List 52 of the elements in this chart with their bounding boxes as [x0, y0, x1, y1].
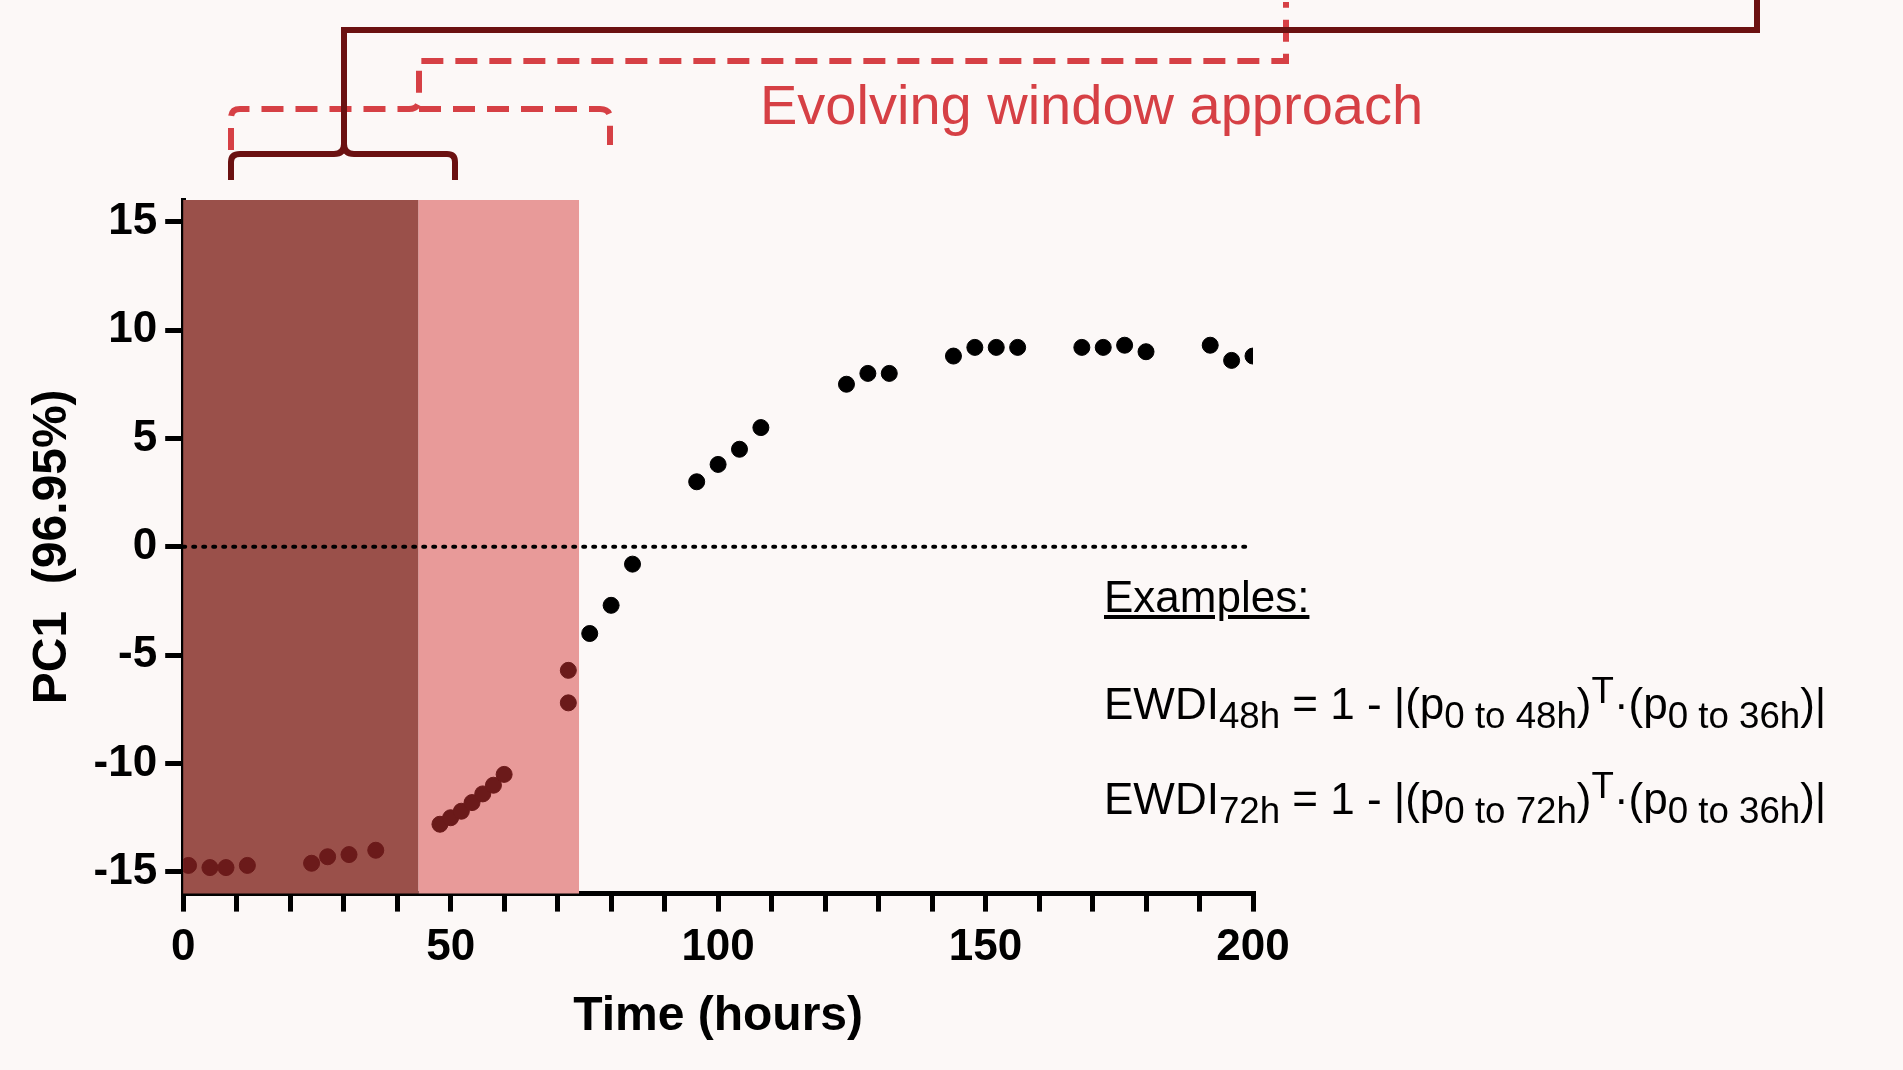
point [1073, 338, 1091, 356]
y-tick-label: 5 [132, 410, 158, 460]
point [303, 854, 321, 872]
x-tick-label: 150 [948, 920, 1023, 970]
point [987, 338, 1005, 356]
point [1223, 351, 1241, 369]
point [1201, 336, 1219, 354]
point [559, 694, 577, 712]
point [367, 841, 385, 859]
point [581, 625, 599, 642]
point [1116, 336, 1134, 354]
point [966, 338, 984, 356]
point [730, 440, 748, 458]
point [624, 555, 642, 573]
x-tick-label: 200 [1216, 920, 1290, 970]
point [880, 364, 898, 382]
y-tick-label: -5 [118, 627, 158, 677]
point [319, 848, 337, 866]
annotation: Examples: [1104, 572, 1310, 622]
y-tick-label: 15 [108, 193, 158, 243]
point [217, 859, 235, 877]
x-axis-title: Time (hours) [573, 987, 863, 1041]
point [340, 846, 358, 864]
text: EWDI$_{72h}$ = 1 - |(p$_{0 to 72h}$)$^{T}$·(p$_{0 to 36h}$)| [1104, 765, 1827, 832]
point [837, 375, 855, 393]
point [495, 765, 513, 783]
point [484, 776, 502, 794]
y-tick-label: 0 [132, 518, 158, 568]
point [1009, 338, 1027, 356]
text: Evolving window approach [760, 72, 1424, 137]
point [1094, 338, 1112, 356]
x-tick-label: 0 [170, 920, 196, 970]
text: EWDI$_{48h}$ = 1 - |(p$_{0 to 48h}$)$^{T}$·(p$_{0 to 36h}$)| [1104, 670, 1827, 737]
y-axis-title: PC1 (96.95%) [23, 389, 77, 705]
x-tick-label: 100 [681, 920, 755, 970]
point [944, 347, 962, 365]
point [602, 596, 620, 614]
point [559, 661, 577, 679]
point [463, 794, 481, 812]
point [1137, 343, 1155, 361]
point [452, 802, 470, 820]
y-tick-label: 10 [108, 302, 158, 352]
point [201, 859, 219, 877]
x-tick-label: 50 [426, 920, 476, 970]
point [709, 455, 727, 473]
y-tick-label: -15 [93, 844, 158, 894]
y-tick-label: -10 [93, 735, 158, 785]
point [752, 419, 770, 437]
point [474, 785, 492, 803]
point [238, 856, 256, 874]
point [859, 364, 877, 382]
point [688, 473, 706, 491]
